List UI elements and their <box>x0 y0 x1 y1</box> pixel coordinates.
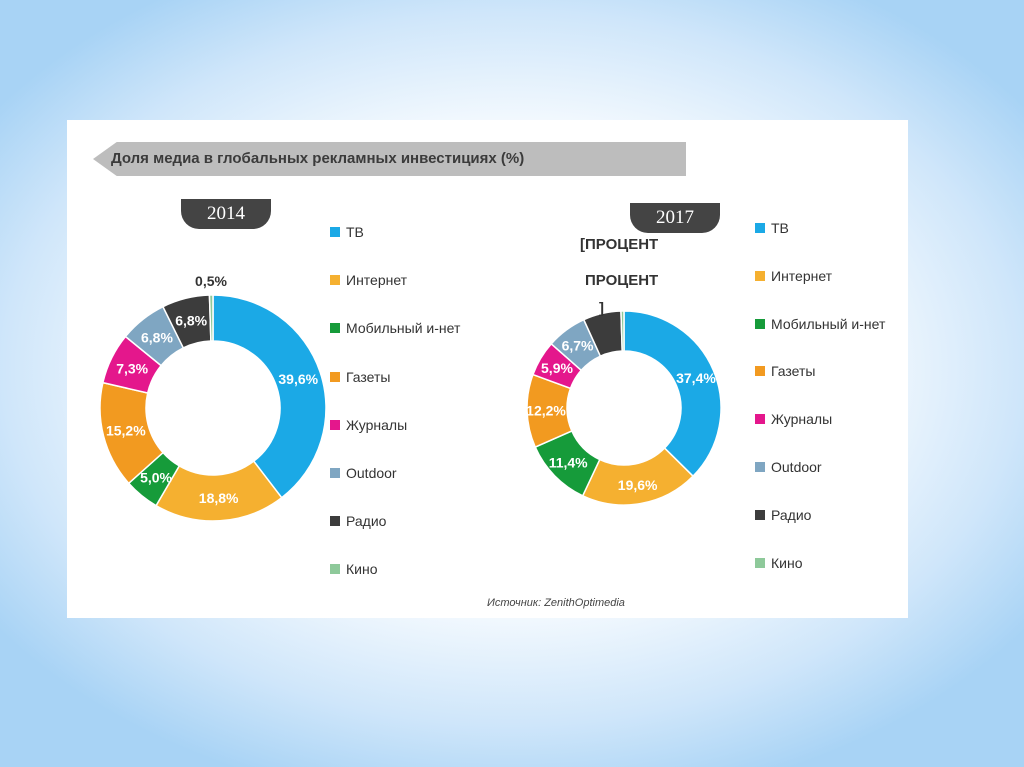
legend-2014-item-7: Кино <box>330 561 378 577</box>
legend-2014-item-1: Интернет <box>330 272 407 288</box>
donut-2014-label-0: 39,6% <box>278 371 318 387</box>
legend-swatch <box>330 516 340 527</box>
overlay-label-line3: ] <box>599 300 604 317</box>
legend-label: Радио <box>346 513 387 530</box>
legend-2017-item-3: Газеты <box>755 363 815 379</box>
legend-label: Outdoor <box>771 459 822 475</box>
donut-2014-label-7: 0,5% <box>195 273 227 289</box>
donut-2014-slice-7 <box>208 294 214 342</box>
legend-label: Журналы <box>346 416 408 433</box>
legend-2017-item-0: ТВ <box>755 220 789 236</box>
donut-2014-slice-0 <box>212 294 327 499</box>
legend-2014-item-3: Газеты <box>330 369 390 385</box>
donut-2017-label-0: 37,4% <box>676 370 716 386</box>
donut-2017-label-1: 19,6% <box>618 477 658 493</box>
donut-2017-slice-7 <box>620 310 625 352</box>
legend-label: Газеты <box>346 368 391 385</box>
year-tab-2017: 2017 <box>630 203 720 233</box>
legend-label: Интернет <box>771 267 833 284</box>
donut-2017-label-3: 12,2% <box>526 402 566 418</box>
legend-label: Outdoor <box>346 465 397 481</box>
legend-label: Интернет <box>346 272 408 289</box>
legend-label: Газеты <box>771 363 816 380</box>
legend-swatch <box>755 414 765 425</box>
legend-label: Радио <box>771 506 812 523</box>
overlay-label-line2: ПРОЦЕНТ <box>585 272 659 289</box>
legend-2017-item-5: Outdoor <box>755 459 822 475</box>
legend-label: Мобильный и-нет <box>346 320 461 337</box>
legend-swatch <box>755 223 765 233</box>
legend-swatch <box>755 270 765 281</box>
legend-swatch <box>755 557 765 568</box>
donut-2014-label-2: 5,0% <box>140 470 172 486</box>
donut-2014-label-1: 18,8% <box>199 490 239 506</box>
legend-swatch <box>755 509 765 520</box>
donut-2014-label-3: 15,2% <box>106 422 146 438</box>
legend-swatch <box>330 323 340 334</box>
legend-2014-item-5: Outdoor <box>330 465 397 481</box>
donut-2017-label-2: 11,4% <box>549 454 588 470</box>
overlay-label-line1: [ПРОЦЕНТ <box>580 236 659 253</box>
donut-2017-label-4: 5,9% <box>541 360 573 376</box>
legend-swatch <box>330 275 340 286</box>
legend-label: Кино <box>771 554 803 571</box>
chart-title: Доля медиа в глобальных рекламных инвест… <box>111 150 525 167</box>
donut-2014-label-5: 6,8% <box>141 330 173 346</box>
legend-swatch <box>755 366 765 377</box>
legend-2017-item-6: Радио <box>755 507 811 523</box>
legend-swatch <box>755 462 765 472</box>
legend-2014-item-0: ТВ <box>330 224 364 240</box>
legend-2017-item-2: Мобильный и-нет <box>755 316 885 332</box>
legend-2017-item-7: Кино <box>755 555 803 571</box>
donut-2017-label-5: 6,7% <box>562 337 594 353</box>
legend-label: Журналы <box>771 411 833 428</box>
legend-label: ТВ <box>346 224 364 240</box>
legend-swatch <box>330 468 340 478</box>
legend-2017-item-4: Журналы <box>755 411 832 427</box>
donut-2014-label-4: 7,3% <box>116 360 148 376</box>
legend-label: ТВ <box>771 220 789 236</box>
legend-swatch <box>330 419 340 430</box>
legend-swatch <box>330 227 340 237</box>
legend-label: Кино <box>346 561 378 578</box>
legend-swatch <box>330 564 340 575</box>
title-banner <box>93 142 686 176</box>
legend-2014-item-6: Радио <box>330 513 386 529</box>
legend-2014-item-4: Журналы <box>330 417 407 433</box>
legend-swatch <box>330 371 340 382</box>
legend-2017-item-1: Интернет <box>755 268 832 284</box>
year-tab-2014: 2014 <box>181 199 271 229</box>
donut-2014-label-6: 6,8% <box>175 313 207 329</box>
donut-2017-slice-0 <box>623 310 722 478</box>
source-note: Источник: ZenithOptimedia <box>487 597 625 609</box>
legend-2014-item-2: Мобильный и-нет <box>330 320 460 336</box>
legend-swatch <box>755 318 765 329</box>
legend-label: Мобильный и-нет <box>771 315 886 332</box>
